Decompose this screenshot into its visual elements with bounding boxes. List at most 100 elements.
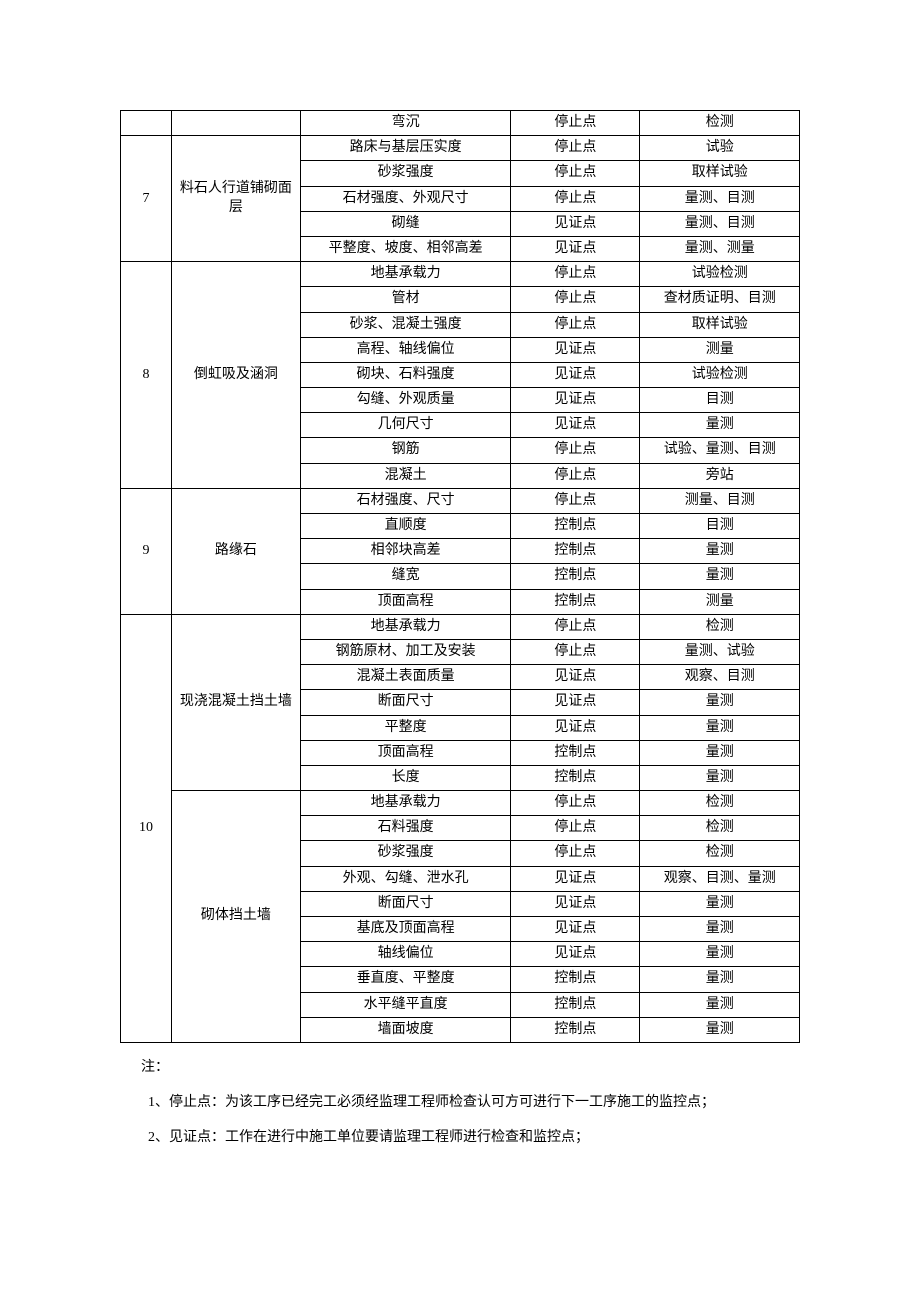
- table-cell: [171, 111, 300, 136]
- table-cell: 控制点: [511, 514, 640, 539]
- table-cell: 断面尺寸: [300, 690, 510, 715]
- table-cell: 弯沉: [300, 111, 510, 136]
- table-cell: 见证点: [511, 917, 640, 942]
- table-cell: 量测: [640, 992, 800, 1017]
- table-cell: 量测、目测: [640, 186, 800, 211]
- table-cell: 停止点: [511, 262, 640, 287]
- table-cell: 砂浆强度: [300, 161, 510, 186]
- table-cell: 控制点: [511, 1017, 640, 1042]
- table-cell: 见证点: [511, 665, 640, 690]
- table-row: 9路缘石石材强度、尺寸停止点测量、目测: [121, 488, 800, 513]
- table-cell: 量测: [640, 539, 800, 564]
- table-cell: 路缘石: [171, 488, 300, 614]
- table-cell: 取样试验: [640, 312, 800, 337]
- table-cell: 试验、量测、目测: [640, 438, 800, 463]
- table-cell: 地基承载力: [300, 262, 510, 287]
- table-cell: 量测: [640, 740, 800, 765]
- table-cell: 停止点: [511, 186, 640, 211]
- table-cell: 管材: [300, 287, 510, 312]
- table-cell: 停止点: [511, 816, 640, 841]
- table-cell: 检测: [640, 791, 800, 816]
- table-cell: 平整度、坡度、相邻高差: [300, 236, 510, 261]
- table-cell: 高程、轴线偏位: [300, 337, 510, 362]
- table-cell: 钢筋原材、加工及安装: [300, 639, 510, 664]
- table-cell: 见证点: [511, 236, 640, 261]
- table-cell: 量测: [640, 967, 800, 992]
- table-row: 7料石人行道铺砌面层路床与基层压实度停止点试验: [121, 136, 800, 161]
- table-cell: 停止点: [511, 639, 640, 664]
- table-cell: 勾缝、外观质量: [300, 388, 510, 413]
- table-cell: 地基承载力: [300, 791, 510, 816]
- table-cell: 7: [121, 136, 172, 262]
- table-cell: 量测: [640, 765, 800, 790]
- table-cell: 8: [121, 262, 172, 489]
- table-row: 8倒虹吸及涵洞地基承载力停止点试验检测: [121, 262, 800, 287]
- table-cell: 外观、勾缝、泄水孔: [300, 866, 510, 891]
- table-cell: 量测、试验: [640, 639, 800, 664]
- table-cell: 量测: [640, 1017, 800, 1042]
- table-cell: 检测: [640, 841, 800, 866]
- table-cell: 停止点: [511, 841, 640, 866]
- table-cell: 料石人行道铺砌面层: [171, 136, 300, 262]
- table-cell: 石材强度、尺寸: [300, 488, 510, 513]
- table-cell: 砂浆强度: [300, 841, 510, 866]
- table-cell: 检测: [640, 111, 800, 136]
- table-cell: 长度: [300, 765, 510, 790]
- table-cell: 量测: [640, 942, 800, 967]
- table-cell: 测量、目测: [640, 488, 800, 513]
- table-cell: 控制点: [511, 564, 640, 589]
- table-cell: 几何尺寸: [300, 413, 510, 438]
- table-cell: 量测: [640, 690, 800, 715]
- table-cell: 量测: [640, 891, 800, 916]
- table-cell: 控制点: [511, 992, 640, 1017]
- table-cell: 测量: [640, 589, 800, 614]
- table-cell: 量测: [640, 564, 800, 589]
- table-cell: 目测: [640, 388, 800, 413]
- table-cell: 水平缝平直度: [300, 992, 510, 1017]
- table-cell: 停止点: [511, 438, 640, 463]
- table-cell: 石材强度、外观尺寸: [300, 186, 510, 211]
- table-cell: 试验检测: [640, 362, 800, 387]
- table-cell: 砂浆、混凝土强度: [300, 312, 510, 337]
- table-cell: 基底及顶面高程: [300, 917, 510, 942]
- table-cell: 停止点: [511, 111, 640, 136]
- table-cell: 石料强度: [300, 816, 510, 841]
- table-cell: 混凝土表面质量: [300, 665, 510, 690]
- table-cell: 控制点: [511, 539, 640, 564]
- table-cell: 控制点: [511, 589, 640, 614]
- table-cell: 检测: [640, 816, 800, 841]
- table-cell: [121, 111, 172, 136]
- table-cell: 旁站: [640, 463, 800, 488]
- note-item-1: 1、停止点：为该工序已经完工必须经监理工程师检查认可方可进行下一工序施工的监控点…: [120, 1088, 800, 1119]
- table-cell: 见证点: [511, 388, 640, 413]
- table-cell: 查材质证明、目测: [640, 287, 800, 312]
- table-cell: 现浇混凝土挡土墙: [171, 614, 300, 790]
- table-cell: 见证点: [511, 891, 640, 916]
- table-cell: 见证点: [511, 211, 640, 236]
- table-cell: 地基承载力: [300, 614, 510, 639]
- table-cell: 直顺度: [300, 514, 510, 539]
- table-cell: 量测: [640, 413, 800, 438]
- table-cell: 砌块、石料强度: [300, 362, 510, 387]
- table-cell: 量测: [640, 917, 800, 942]
- table-cell: 停止点: [511, 614, 640, 639]
- table-cell: 缝宽: [300, 564, 510, 589]
- table-cell: 量测、测量: [640, 236, 800, 261]
- table-cell: 钢筋: [300, 438, 510, 463]
- table-cell: 检测: [640, 614, 800, 639]
- table-cell: 见证点: [511, 942, 640, 967]
- table-cell: 试验: [640, 136, 800, 161]
- table-cell: 平整度: [300, 715, 510, 740]
- table-cell: 砌缝: [300, 211, 510, 236]
- table-cell: 砌体挡土墙: [171, 791, 300, 1043]
- table-cell: 见证点: [511, 690, 640, 715]
- table-cell: 轴线偏位: [300, 942, 510, 967]
- table-cell: 取样试验: [640, 161, 800, 186]
- table-cell: 见证点: [511, 413, 640, 438]
- notes-title: 注：: [120, 1053, 800, 1084]
- table-cell: 停止点: [511, 161, 640, 186]
- table-cell: 相邻块高差: [300, 539, 510, 564]
- table-cell: 停止点: [511, 791, 640, 816]
- table-cell: 路床与基层压实度: [300, 136, 510, 161]
- table-cell: 停止点: [511, 312, 640, 337]
